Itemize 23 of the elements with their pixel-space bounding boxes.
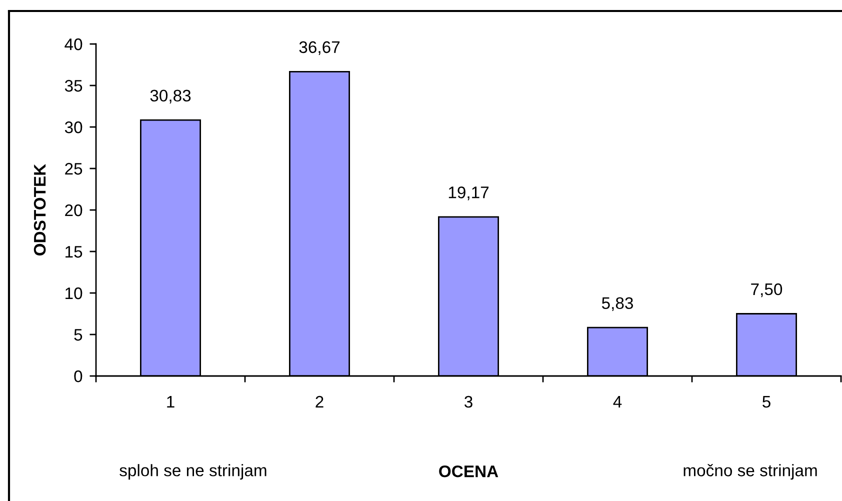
y-tick-label: 25 [65,162,82,175]
y-tick-label: 30 [64,121,82,134]
y-tick-label: 40 [64,38,82,50]
x-tick-label: 1 [167,396,174,408]
data-label: 5,83 [602,297,633,312]
y-tick-label: 15 [66,246,82,258]
y-tick-label: 35 [64,80,82,92]
y-tick-label: 5 [74,329,82,341]
x-tick-label: 5 [762,396,770,408]
text: močno se strinjam [684,464,817,480]
data-label: 36,67 [299,41,340,56]
data-label: 7,50 [751,283,782,298]
x-axis-title: OCENA [439,465,498,478]
y-tick-label: 10 [66,287,82,300]
text: sploh se ne strinjam [120,464,266,480]
x-tick-label: 2 [316,396,324,408]
x-tick-label: 4 [613,396,622,408]
y-axis-title: ODSTOTEK [34,164,46,256]
y-tick-label: 20 [65,204,82,216]
data-label: 30,83 [150,90,191,104]
data-label: 19,17 [448,186,489,200]
y-tick-label: 0 [74,370,82,382]
x-tick-label: 3 [464,396,472,408]
